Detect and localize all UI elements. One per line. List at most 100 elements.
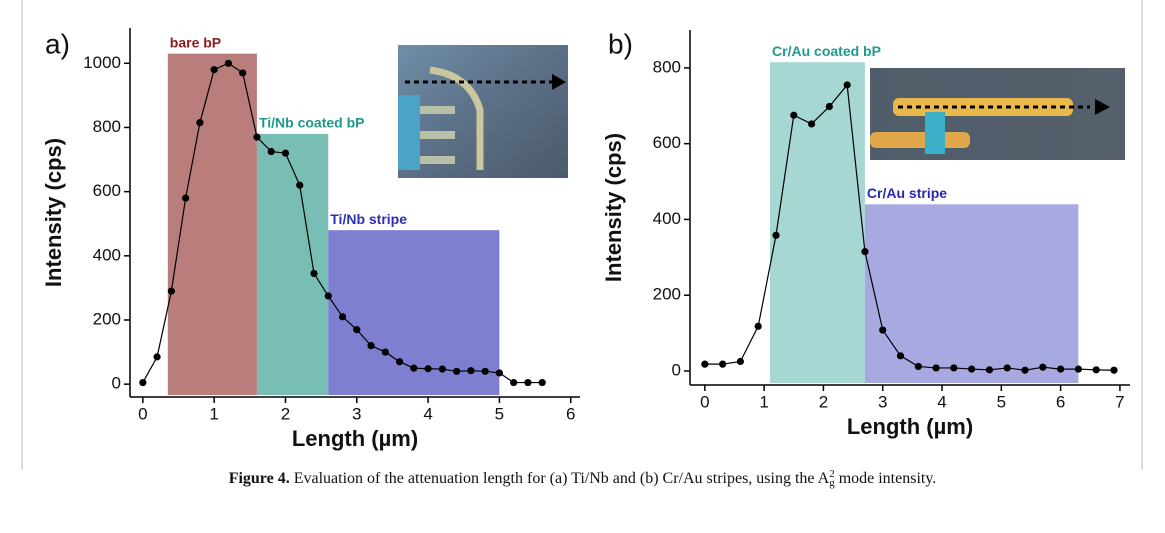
data-point — [1074, 365, 1083, 373]
data-point — [932, 364, 940, 372]
data-point — [395, 358, 404, 366]
caption-sup: 2 — [829, 468, 835, 481]
region — [256, 133, 329, 395]
data-point — [196, 119, 204, 127]
x-tick-label: 3 — [878, 392, 887, 411]
data-point — [1057, 365, 1065, 373]
panel-label: b) — [608, 28, 633, 59]
data-point — [879, 326, 887, 334]
region-label: Ti/Nb coated bP — [259, 115, 365, 131]
region — [770, 62, 865, 383]
x-tick-label: 4 — [937, 392, 946, 411]
data-point — [524, 378, 532, 387]
inset-feature — [398, 95, 420, 170]
data-point — [1021, 366, 1029, 374]
data-point — [381, 348, 389, 356]
insets — [398, 45, 1125, 178]
data-point — [267, 147, 275, 156]
data-point — [825, 102, 833, 111]
x-tick-label: 0 — [138, 404, 147, 423]
x-tick-label: 2 — [819, 392, 828, 411]
data-point — [324, 292, 332, 300]
data-point — [338, 313, 347, 321]
chart: Cr/Au coated bP Cr/Au stripe 0 1 2 3 4 5 6 7 0 200 4… — [601, 28, 1130, 439]
inset-feature — [925, 112, 945, 154]
data-point — [510, 378, 518, 387]
data-point — [843, 81, 851, 89]
data-point — [167, 287, 175, 295]
data-point — [495, 369, 504, 377]
data-point — [410, 364, 418, 372]
inset-arrowhead — [552, 74, 566, 90]
data-point — [239, 69, 247, 77]
data-point — [790, 111, 798, 119]
inset-feature — [429, 66, 484, 170]
data-point — [281, 149, 290, 157]
data-point — [807, 120, 816, 128]
figure: bare bP Ti/Nb coated bP Ti/Nb stripe 0 1 2 3 4 5… — [21, 0, 1143, 470]
caption-text: Evaluation of the attenuation length for… — [293, 470, 830, 487]
y-tick-label: 600 — [93, 181, 121, 200]
data-point — [701, 360, 709, 368]
x-tick-label: 5 — [495, 404, 504, 423]
data-point — [754, 322, 762, 330]
y-tick-label: 200 — [653, 285, 681, 304]
data-point — [438, 365, 446, 373]
data-point — [139, 378, 147, 387]
region-label: Ti/Nb stripe — [330, 211, 407, 227]
data-point — [253, 133, 261, 141]
data-point — [296, 181, 304, 189]
data-point — [1003, 364, 1011, 372]
caption-label: Figure 4. — [228, 470, 290, 487]
data-point — [210, 66, 218, 74]
data-point — [538, 378, 546, 387]
y-axis-title: Intensity (cps) — [41, 138, 66, 287]
x-tick-label: 6 — [566, 404, 575, 423]
data-point — [182, 194, 190, 202]
y-tick-label: 800 — [653, 57, 681, 76]
data-point — [467, 367, 475, 375]
data-point — [719, 360, 727, 368]
region-label: bare bP — [170, 34, 221, 50]
data-point — [424, 365, 432, 373]
region — [167, 53, 257, 396]
x-axis-title: Length (µm) — [292, 426, 418, 451]
data-point — [453, 367, 461, 375]
y-tick-label: 600 — [653, 133, 681, 152]
y-tick-label: 800 — [93, 117, 121, 136]
panel-label: a) — [45, 28, 70, 59]
x-axis-title: Length (µm) — [847, 414, 973, 439]
y-tick-label: 400 — [93, 245, 121, 264]
y-tick-label: 1000 — [83, 53, 121, 72]
data-point — [367, 342, 375, 350]
y-axis-title: Intensity (cps) — [601, 133, 626, 282]
caption: Figure 4. Evaluation of the attenuation … — [0, 468, 1165, 489]
data-point — [896, 352, 905, 360]
y-tick-label: 0 — [672, 360, 681, 379]
data-point — [968, 365, 976, 373]
data-point — [1110, 366, 1118, 374]
x-tick-label: 1 — [759, 392, 768, 411]
y-tick-label: 200 — [93, 309, 121, 328]
chart: bare bP Ti/Nb coated bP Ti/Nb stripe 0 1 2 3 4 5… — [41, 28, 580, 451]
data-point — [153, 353, 161, 361]
data-point — [985, 366, 994, 374]
data-point — [950, 364, 958, 372]
data-point — [481, 367, 489, 375]
data-point — [914, 362, 922, 371]
x-tick-label: 2 — [281, 404, 290, 423]
data-point — [861, 248, 869, 256]
region-label: Cr/Au coated bP — [772, 43, 881, 59]
x-tick-label: 5 — [997, 392, 1006, 411]
y-tick-label: 400 — [653, 209, 681, 228]
y-tick-label: 0 — [112, 374, 121, 393]
data-point — [310, 269, 318, 278]
x-tick-label: 3 — [352, 404, 361, 423]
data-point — [1092, 366, 1100, 374]
x-tick-label: 0 — [700, 392, 709, 411]
x-tick-label: 1 — [209, 404, 218, 423]
x-tick-label: 6 — [1056, 392, 1065, 411]
x-tick-label: 7 — [1115, 392, 1124, 411]
region-label: Cr/Au stripe — [867, 185, 947, 201]
